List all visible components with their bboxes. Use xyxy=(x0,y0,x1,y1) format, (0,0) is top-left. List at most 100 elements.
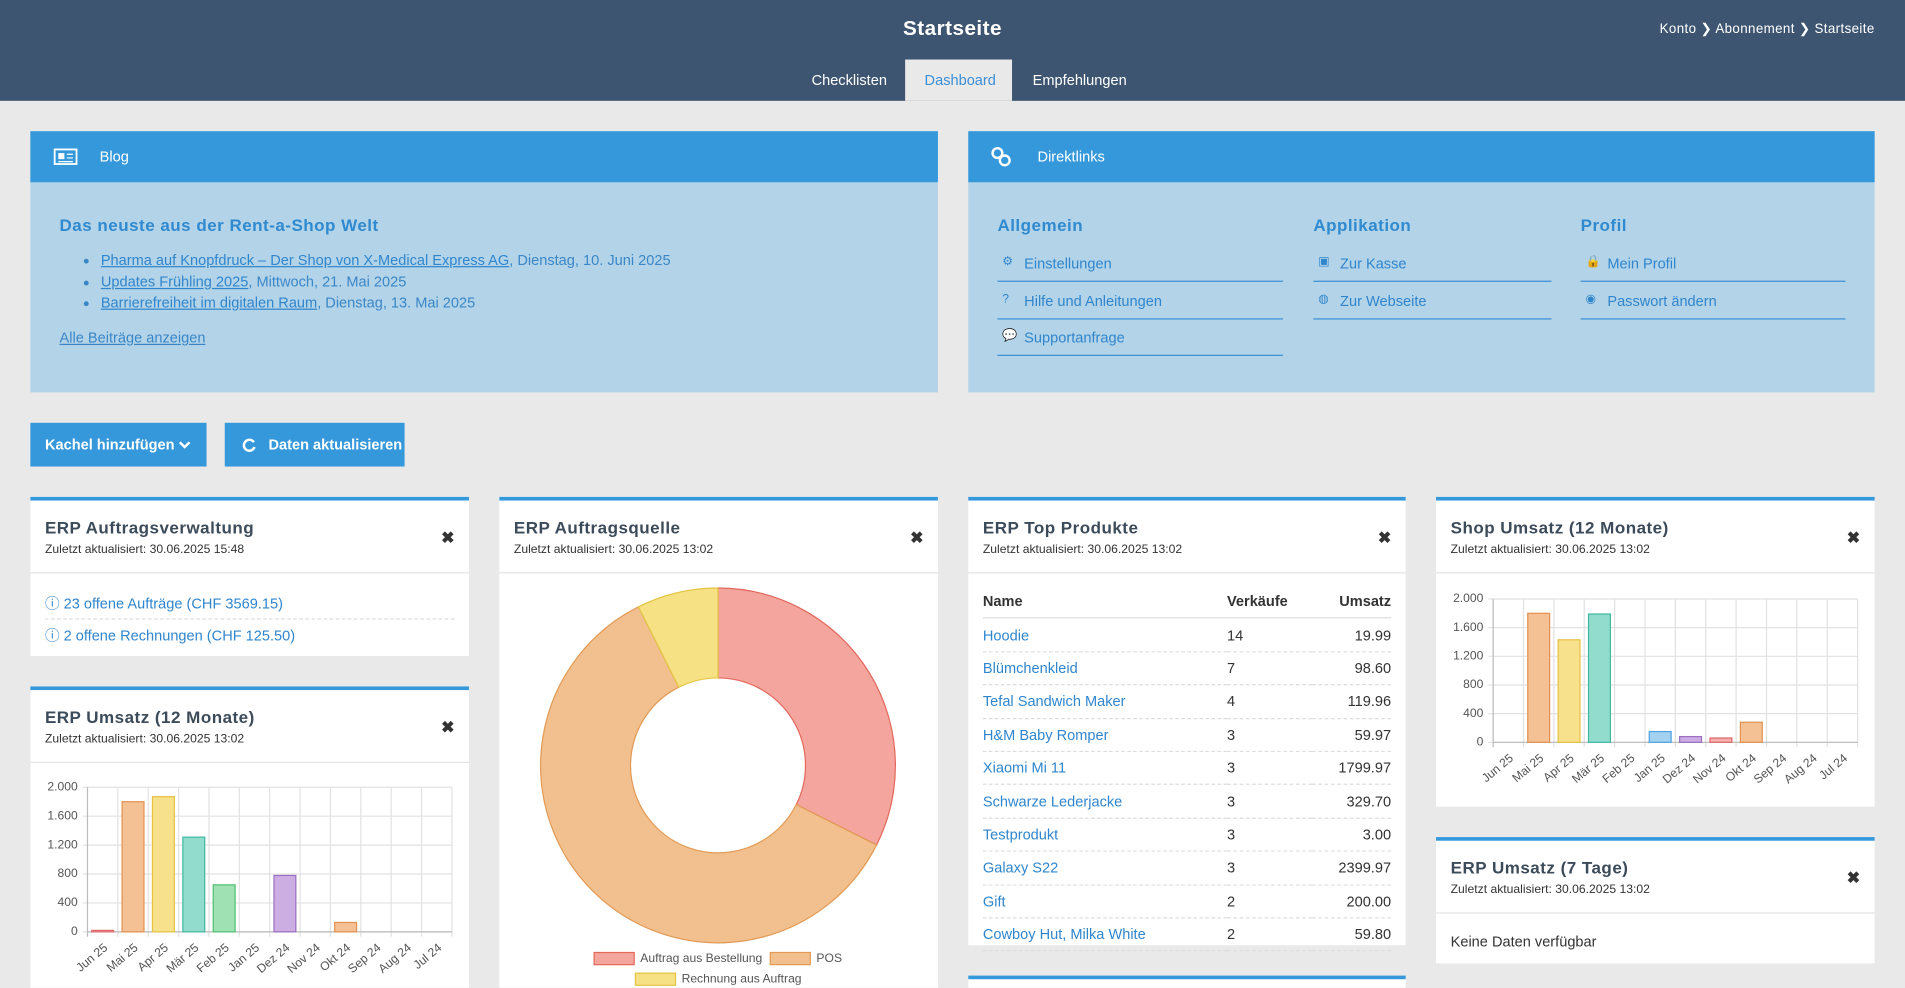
link-icon: ◉ xyxy=(1585,292,1597,306)
table-body: Hoodie 14 19.99 Blümchenkleid 7 98.60 Tefal Sa… xyxy=(982,618,1392,952)
widget: Shop Umsatz (12 Monate) Zuletzt aktualis… xyxy=(1436,496,1875,807)
tab[interactable]: Checklisten xyxy=(811,71,887,89)
link-text: Zur Kasse xyxy=(1340,255,1407,273)
separator xyxy=(968,572,1406,574)
blog-heading: Das neuste aus der Rent-a-Shop Welt xyxy=(59,215,379,235)
table-row: H&M Baby Romper 3 59.97 xyxy=(982,718,1392,752)
widget-title: ERP Umsatz (12 Monate) xyxy=(44,707,255,727)
widget-updated: Zuletzt aktualisiert: 30.06.2025 13:02 xyxy=(1450,543,1650,557)
info-item[interactable]: ⓘ 2 offene Rechnungen (CHF 125.50) xyxy=(44,626,296,644)
table-row: Tefal Sandwich Maker 4 119.96 xyxy=(982,684,1392,719)
product-name[interactable]: Schwarze Lederjacke xyxy=(982,784,1227,819)
link-icon: ▣ xyxy=(1318,255,1330,269)
link-icon: ? xyxy=(1002,292,1010,306)
product-name[interactable]: Galaxy S22 xyxy=(982,851,1227,886)
product-name[interactable]: Gift xyxy=(982,884,1227,919)
post-link[interactable]: Updates Frühling 2025 xyxy=(100,272,249,290)
refresh-button[interactable]: Daten aktualisieren xyxy=(224,422,405,467)
product-name[interactable]: Blümchenkleid xyxy=(982,651,1227,686)
table-cell: 200.00 xyxy=(1312,884,1392,919)
panel-title: Blog xyxy=(99,148,129,166)
link-text: Zur Webseite xyxy=(1340,292,1427,310)
table-row: Cowboy Hut, Milka White 2 59.80 xyxy=(982,917,1392,952)
quick-link[interactable]: ? Hilfe und Anleitungen xyxy=(997,289,1283,319)
table-row: Gift 2 200.00 xyxy=(982,884,1392,919)
product-name[interactable]: Hoodie xyxy=(982,618,1227,653)
close-button[interactable]: ✖ xyxy=(1846,868,1861,887)
column-header: Name xyxy=(982,585,1227,619)
blog-icon xyxy=(53,148,78,165)
table-cell: 3 xyxy=(1226,817,1313,852)
widget-title: ERP Umsatz (7 Tage) xyxy=(1450,857,1629,878)
add-tile-button[interactable]: Kachel hinzufügen xyxy=(30,422,207,467)
table-row: Galaxy S22 3 2399.97 xyxy=(982,851,1392,886)
separator xyxy=(1436,572,1875,574)
link-text: Mein Profil xyxy=(1607,255,1677,273)
all-posts-link[interactable]: Alle Beiträge anzeigen xyxy=(59,329,206,347)
post-link[interactable]: Barrierefreiheit im digitalen Raum xyxy=(100,294,318,312)
table-cell: 2 xyxy=(1226,884,1313,919)
table-cell: 59.80 xyxy=(1312,917,1392,952)
product-name[interactable]: Testprodukt xyxy=(982,817,1227,852)
quick-link[interactable]: 🔒 Mein Profil xyxy=(1580,251,1846,282)
info-item[interactable]: ⓘ 23 offene Aufträge (CHF 3569.15) xyxy=(44,595,283,613)
quick-link[interactable]: ◍ Zur Webseite xyxy=(1313,289,1552,319)
products-table: Name Verkäufe Umsatz Hoodie 14 19.99 Blümchenk… xyxy=(982,585,1392,952)
empty-message: Keine Daten verfügbar xyxy=(1450,933,1597,951)
table-cell: 1799.97 xyxy=(1312,751,1392,786)
widget-title: ERP Auftragsverwaltung xyxy=(44,517,255,537)
separator xyxy=(30,761,469,763)
link-icon: 💬 xyxy=(1002,329,1018,343)
link-icon: 🔒 xyxy=(1585,255,1601,269)
close-button[interactable]: ✖ xyxy=(441,528,455,547)
quick-link[interactable]: ▣ Zur Kasse xyxy=(1313,251,1552,282)
breadcrumb-item: Startseite xyxy=(1814,21,1875,37)
product-name[interactable]: H&M Baby Romper xyxy=(982,718,1227,752)
table-cell: 14 xyxy=(1226,618,1313,653)
table-cell: 7 xyxy=(1226,651,1313,686)
quick-link[interactable]: 💬 Supportanfrage xyxy=(997,326,1283,356)
chevron xyxy=(178,441,191,449)
quick-link[interactable]: ◉ Passwort ändern xyxy=(1580,289,1846,319)
link-text: Passwort ändern xyxy=(1607,292,1717,310)
widget: ERP Auftragsquelle Zuletzt aktualisiert:… xyxy=(499,496,938,988)
close-button[interactable]: ✖ xyxy=(441,718,455,737)
table-cell: 119.96 xyxy=(1312,684,1392,719)
table-row: Testprodukt 3 3.00 xyxy=(982,817,1392,852)
tab-active[interactable]: Dashboard xyxy=(905,59,1013,101)
item-text: 2 offene Rechnungen (CHF 125.50) xyxy=(63,626,296,644)
link-text: Einstellungen xyxy=(1024,255,1112,273)
product-name[interactable]: Tefal Sandwich Maker xyxy=(982,684,1227,719)
breadcrumb-item[interactable]: Konto xyxy=(1659,21,1697,37)
link-icon: ◍ xyxy=(1318,292,1329,306)
separator xyxy=(44,618,455,620)
widget-title: ERP Auftragsquelle xyxy=(513,517,681,537)
table-row: Hoodie 14 19.99 xyxy=(982,618,1392,653)
separator xyxy=(1436,912,1875,914)
table-cell: 2 xyxy=(1226,917,1313,952)
widget-updated: Zuletzt aktualisiert: 30.06.2025 13:02 xyxy=(982,543,1183,557)
button-label: Kachel hinzufügen xyxy=(44,436,175,454)
close-button[interactable]: ✖ xyxy=(1377,528,1392,547)
table-cell: 59.97 xyxy=(1312,718,1392,752)
tab[interactable]: Empfehlungen xyxy=(1032,71,1127,89)
widget xyxy=(968,975,1406,988)
close-button[interactable]: ✖ xyxy=(1846,528,1861,547)
column-header: Verkäufe xyxy=(1226,585,1313,619)
table-cell: 19.99 xyxy=(1312,618,1392,653)
table-cell: 3 xyxy=(1226,718,1313,752)
widget-updated: Zuletzt aktualisiert: 30.06.2025 15:48 xyxy=(44,543,245,557)
link-icon: ⚙ xyxy=(1002,255,1014,269)
page-title: Startseite xyxy=(902,17,1002,41)
close-button[interactable]: ✖ xyxy=(910,528,924,547)
link-icon xyxy=(991,147,1011,167)
product-name[interactable]: Xiaomi Mi 11 xyxy=(982,751,1227,786)
column-heading: Allgemein xyxy=(997,215,1084,235)
breadcrumb-item[interactable]: Abonnement xyxy=(1715,21,1795,37)
post-link[interactable]: Pharma auf Knopfdruck – Der Shop von X-M… xyxy=(100,251,510,269)
quick-link[interactable]: ⚙ Einstellungen xyxy=(997,251,1283,282)
link-text: Supportanfrage xyxy=(1024,329,1125,347)
product-name[interactable]: Cowboy Hut, Milka White xyxy=(982,917,1227,952)
widget-title: ERP Top Produkte xyxy=(982,517,1139,537)
